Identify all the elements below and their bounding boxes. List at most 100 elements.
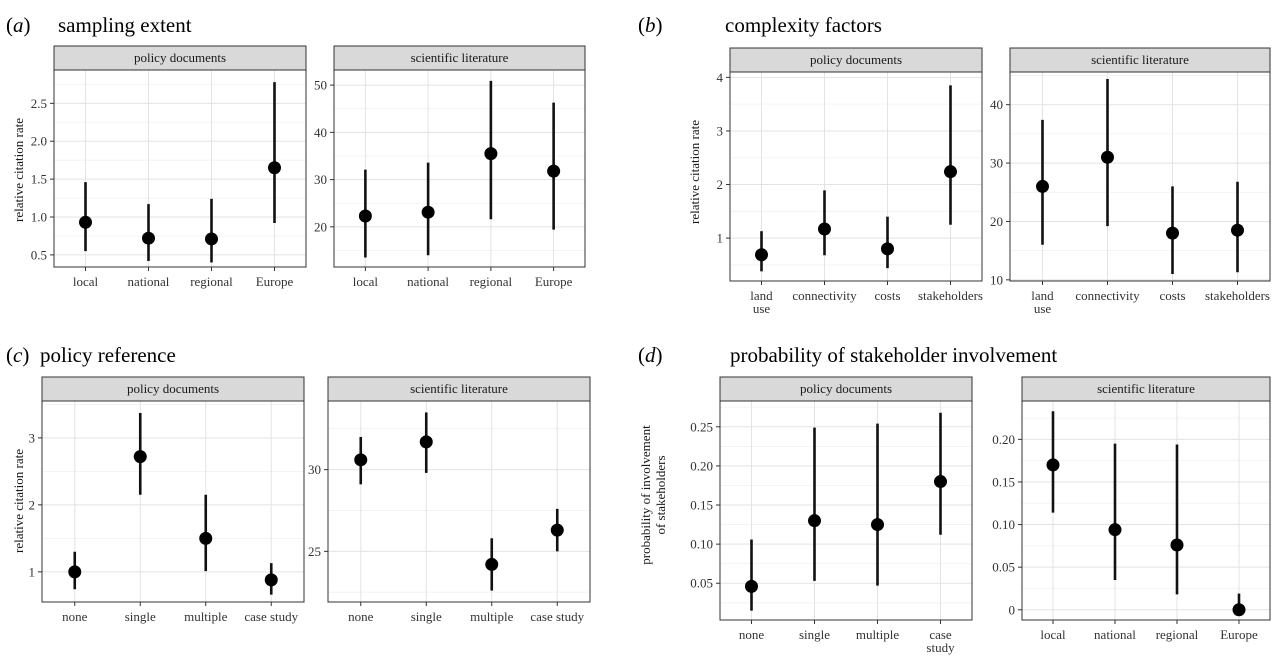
panel-d-ylabel-1: of stakeholders bbox=[653, 455, 668, 534]
plot-background bbox=[54, 70, 306, 267]
plot-border bbox=[327, 400, 591, 603]
panel-a-ylabel-0: relative citation rate bbox=[11, 118, 26, 222]
y-tick-label: 1.5 bbox=[31, 172, 47, 187]
x-tick-label: national bbox=[128, 274, 170, 289]
data-point bbox=[358, 209, 372, 223]
y-tick-label: 2 bbox=[29, 497, 36, 512]
data-point bbox=[547, 164, 561, 178]
y-tick-label: 2 bbox=[717, 177, 724, 192]
data-point bbox=[419, 435, 433, 449]
y-tick-label: 1 bbox=[717, 231, 724, 246]
y-tick-label: 0.05 bbox=[690, 576, 713, 591]
panel-b-title: complexity factors bbox=[725, 13, 882, 37]
y-tick-label: 30 bbox=[990, 156, 1003, 171]
plot-border bbox=[729, 71, 983, 282]
x-tick-label: none bbox=[739, 627, 765, 642]
x-tick-label: national bbox=[1094, 627, 1136, 642]
x-tick-label: none bbox=[348, 609, 374, 624]
data-point bbox=[1232, 603, 1246, 617]
x-tick-label: case study bbox=[244, 609, 298, 624]
facet-strip bbox=[719, 376, 973, 402]
panel-a-letter: (a) bbox=[6, 13, 31, 37]
facet-strip-label: scientific literature bbox=[1091, 52, 1189, 67]
facet-strip-label: policy documents bbox=[800, 381, 892, 396]
data-point bbox=[944, 165, 957, 179]
data-point bbox=[1166, 226, 1179, 240]
facet-strip bbox=[333, 45, 586, 71]
data-point bbox=[755, 248, 768, 262]
x-tick-label: land use bbox=[1031, 288, 1054, 316]
y-tick-label: 0.5 bbox=[31, 247, 47, 262]
data-point bbox=[205, 232, 218, 246]
facet-strip-label: scientific literature bbox=[1097, 381, 1195, 396]
facet-strip bbox=[41, 376, 305, 402]
facet-a-scientific-literature: scientific literature 20 30 40 50 local nation… bbox=[314, 45, 586, 289]
x-tick-label: case study bbox=[926, 627, 955, 655]
x-tick-label: national bbox=[407, 274, 449, 289]
plot-border bbox=[1021, 400, 1271, 621]
data-point bbox=[1170, 538, 1184, 552]
y-tick-label: 4 bbox=[717, 70, 724, 85]
plot-background bbox=[42, 401, 304, 602]
x-tick-label: case study bbox=[530, 609, 584, 624]
y-tick-label: 0.15 bbox=[992, 474, 1015, 489]
panel-c-letter: (c) bbox=[6, 343, 29, 367]
data-point bbox=[934, 475, 947, 489]
x-tick-label: multiple bbox=[856, 627, 900, 642]
y-tick-label: 0.20 bbox=[690, 458, 713, 473]
x-tick-label: regional bbox=[1156, 627, 1199, 642]
data-point bbox=[1101, 150, 1114, 164]
data-point bbox=[485, 557, 499, 571]
data-point bbox=[354, 453, 368, 467]
data-point bbox=[871, 518, 884, 532]
x-tick-label: regional bbox=[190, 274, 233, 289]
data-point bbox=[133, 450, 147, 464]
facet-a-policy-documents: policy documents 0.5 1.0 1.5 2.0 2.5 local nati… bbox=[31, 45, 307, 289]
panel-b: (b) complexity factors relative citation… bbox=[638, 13, 1271, 316]
y-tick-label: 2.0 bbox=[31, 134, 47, 149]
data-point bbox=[79, 215, 92, 229]
y-tick-label: 0.10 bbox=[690, 537, 713, 552]
data-point bbox=[818, 222, 831, 236]
x-tick-label: Europe bbox=[535, 274, 573, 289]
panel-d: (d) probability of stakeholder involveme… bbox=[638, 343, 1271, 655]
x-tick-label: regional bbox=[470, 274, 513, 289]
plot-border bbox=[41, 400, 305, 603]
data-point bbox=[881, 242, 894, 256]
facet-b-scientific-literature: scientific literature 10 20 30 40 land use conn… bbox=[990, 47, 1271, 316]
data-point bbox=[199, 531, 213, 545]
data-point bbox=[484, 147, 498, 161]
y-tick-label: 10 bbox=[990, 272, 1003, 287]
panel-a: (a) sampling extent relative citation ra… bbox=[6, 13, 586, 289]
facet-strip-label: policy documents bbox=[134, 50, 226, 65]
x-tick-label: local bbox=[353, 274, 379, 289]
panel-d-ylabel-0: probability of involvement bbox=[638, 425, 653, 565]
x-tick-label: land use bbox=[750, 288, 773, 316]
plot-background bbox=[730, 72, 982, 281]
y-tick-label: 0.15 bbox=[690, 498, 713, 513]
facet-strip-label: policy documents bbox=[810, 52, 902, 67]
data-point bbox=[1046, 458, 1060, 472]
y-tick-label: 25 bbox=[308, 544, 321, 559]
x-tick-label: multiple bbox=[184, 609, 228, 624]
facet-b-policy-documents: policy documents 1 2 3 4 land use connectivity c… bbox=[717, 47, 983, 316]
y-tick-label: 20 bbox=[314, 219, 327, 234]
x-tick-label: local bbox=[73, 274, 99, 289]
y-tick-label: 0 bbox=[1009, 602, 1016, 617]
y-tick-label: 0.05 bbox=[992, 560, 1015, 575]
facet-strip-label: scientific literature bbox=[410, 381, 508, 396]
x-tick-label: single bbox=[125, 609, 156, 624]
panel-a-title: sampling extent bbox=[58, 13, 192, 37]
y-tick-label: 20 bbox=[990, 214, 1003, 229]
panel-b-letter: (b) bbox=[638, 13, 663, 37]
y-tick-label: 0.20 bbox=[992, 432, 1015, 447]
y-tick-label: 40 bbox=[990, 97, 1003, 112]
data-point bbox=[1036, 179, 1049, 193]
panel-c-title: policy reference bbox=[40, 343, 176, 367]
x-tick-label: stakeholders bbox=[918, 288, 983, 303]
x-tick-label: multiple bbox=[470, 609, 514, 624]
data-point bbox=[68, 565, 82, 579]
y-tick-label: 30 bbox=[314, 172, 327, 187]
x-tick-label: local bbox=[1040, 627, 1066, 642]
